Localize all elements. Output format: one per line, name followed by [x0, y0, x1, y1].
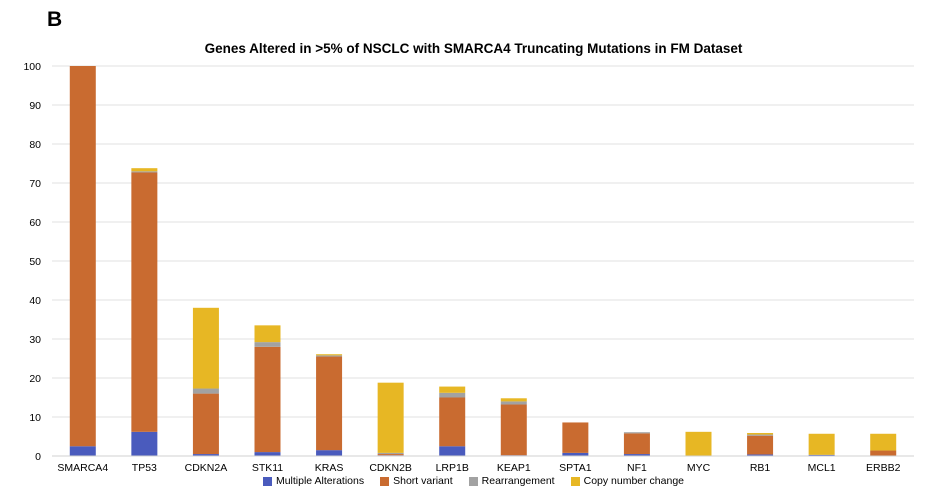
y-tick-label: 80 [29, 139, 41, 151]
y-tick-label: 90 [29, 100, 41, 112]
legend-label: Short variant [393, 475, 453, 487]
bar-segment [131, 431, 158, 456]
x-tick-label: STK11 [252, 462, 283, 474]
bar-segment [808, 433, 835, 455]
bar-segment [439, 446, 466, 456]
y-tick-label: 100 [23, 61, 41, 73]
legend-swatch [262, 476, 272, 486]
legend-label: Multiple Alterations [275, 475, 365, 487]
x-tick-label: SMARCA4 [57, 462, 108, 474]
bar-segment [623, 433, 650, 455]
bar-segment [69, 446, 96, 456]
bar-segment [316, 450, 343, 456]
bar-segment [192, 393, 219, 455]
legend-item: Rearrangement [468, 475, 555, 487]
x-tick-label: NF1 [627, 462, 647, 474]
bar-segment [439, 392, 466, 398]
x-tick-label: KRAS [315, 462, 344, 474]
x-tick-label: SPTA1 [559, 462, 592, 474]
bar-segment [192, 454, 219, 456]
bar-segment [377, 382, 404, 453]
bar-segment [623, 454, 650, 456]
x-tick-label: TP53 [132, 462, 157, 474]
x-tick-label: LRP1B [436, 462, 469, 474]
x-tick-label: MCL1 [808, 462, 836, 474]
bar-segment [685, 431, 712, 456]
bar-segment [69, 66, 96, 447]
bar-segment [316, 355, 343, 357]
bar-segment [377, 452, 404, 455]
x-tick-label: MYC [687, 462, 711, 474]
chart-title: Genes Altered in >5% of NSCLC with SMARC… [204, 41, 743, 56]
bar-segment [747, 435, 774, 455]
legend-swatch [380, 476, 390, 486]
y-tick-label: 30 [29, 334, 41, 346]
bar-segment [562, 452, 589, 456]
y-tick-label: 10 [29, 412, 41, 424]
bar-segment [192, 388, 219, 394]
legend-label: Rearrangement [481, 475, 555, 487]
bar-segment [747, 432, 774, 435]
bars [69, 66, 897, 456]
legend-label: Copy number change [583, 475, 685, 487]
y-tick-label: 50 [29, 256, 41, 268]
panel-label: B [47, 8, 63, 31]
bar-segment [254, 342, 281, 347]
legend-swatch [570, 476, 580, 486]
y-tick-label: 0 [35, 451, 41, 463]
y-tick-label: 40 [29, 295, 41, 307]
y-axis-tick-labels: 0 10 20 30 40 50 60 70 80 90 100 [23, 61, 41, 463]
bar-segment [562, 422, 589, 453]
bar-segment [623, 432, 650, 434]
legend-item: Multiple Alterations [262, 475, 365, 487]
legend-swatch [468, 476, 478, 486]
bar-segment [870, 450, 897, 456]
bar-segment [500, 401, 527, 405]
y-tick-label: 70 [29, 178, 41, 190]
bar-segment [316, 354, 343, 356]
bar-segment [439, 397, 466, 447]
bar-segment [192, 307, 219, 389]
bar-segment [131, 172, 158, 432]
y-tick-label: 60 [29, 217, 41, 229]
x-tick-label: ERBB2 [866, 462, 901, 474]
gridlines [52, 65, 914, 418]
bar-segment [254, 325, 281, 343]
bar-segment [808, 454, 835, 456]
bar-segment [316, 356, 343, 451]
bar-segment [870, 433, 897, 451]
y-tick-label: 20 [29, 373, 41, 385]
bar-segment [377, 454, 404, 456]
legend-item: Short variant [380, 475, 453, 487]
bar-segment [747, 454, 774, 456]
x-tick-label: CDKN2B [369, 462, 412, 474]
legend-item: Copy number change [570, 475, 685, 487]
bar-segment [439, 386, 466, 393]
bar-segment [500, 398, 527, 402]
bar-segment [131, 168, 158, 172]
bar-segment [747, 434, 774, 436]
x-tick-label: CDKN2A [185, 462, 228, 474]
legend: Multiple Alterations Short variant Rearran… [0, 475, 947, 487]
x-tick-label: RB1 [750, 462, 771, 474]
bar-segment [131, 171, 158, 173]
bar-segment [254, 452, 281, 456]
bar-segment [500, 404, 527, 456]
bar-segment [254, 346, 281, 453]
x-tick-label: KEAP1 [497, 462, 531, 474]
x-axis-tick-labels: SMARCA4 TP53 CDKN2A STK11 KRAS CDKN2B LRP1B KEA… [57, 462, 900, 474]
